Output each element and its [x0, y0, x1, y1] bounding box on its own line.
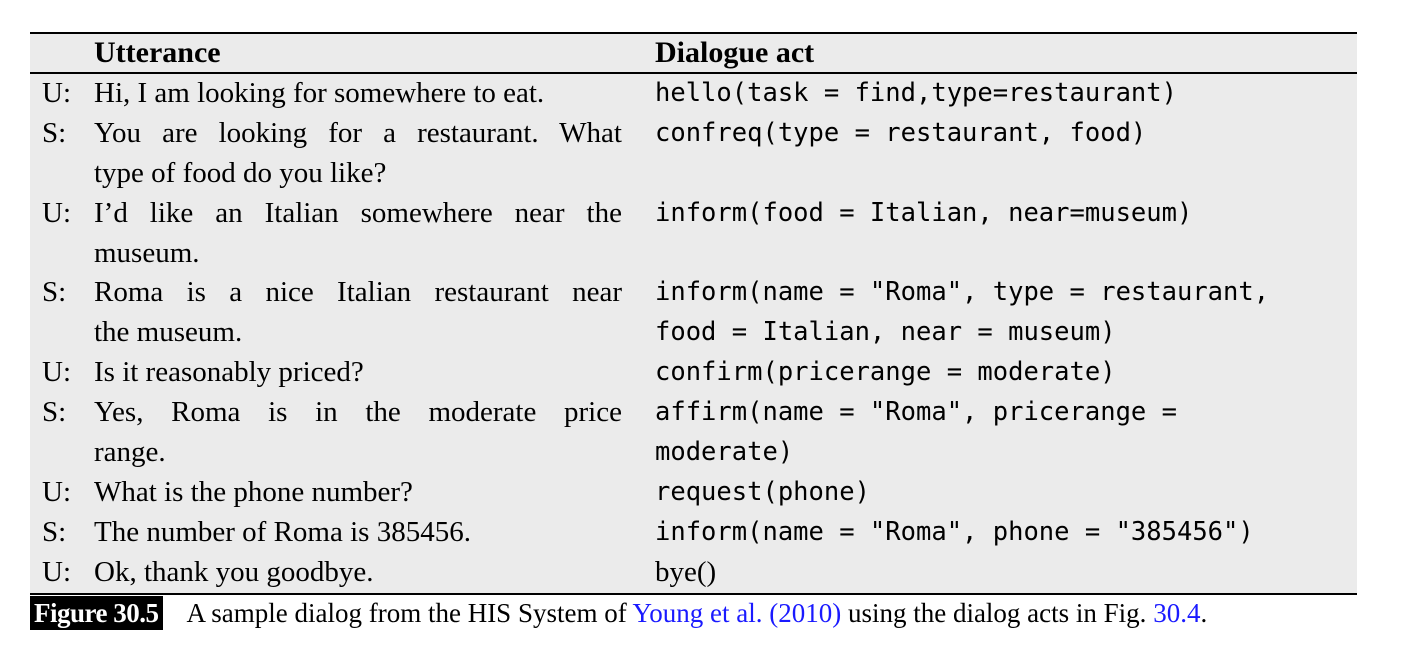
speaker-label: S: [42, 117, 67, 149]
act-line: moderate) [655, 437, 794, 467]
act-line: inform(name = "Roma", phone = "385456") [655, 517, 1254, 547]
dialogue-act-text: bye() [655, 552, 1355, 592]
utterance-line: The number of Roma is 385456. [94, 516, 471, 548]
act-line: confreq(type = restaurant, food) [655, 118, 1147, 148]
caption-text-after: . [1200, 598, 1208, 628]
utterance-line: Roma is a nice Italian restaurant near [94, 276, 622, 308]
speaker-label: U: [42, 556, 71, 588]
utterance-text: Ok, thank you goodbye. [94, 552, 622, 592]
table-top-rule [30, 32, 1357, 34]
speaker-label: U: [42, 197, 71, 229]
act-line: inform(food = Italian, near=museum) [655, 198, 1193, 228]
dialogue-act-text: inform(name = "Roma", type = restaurant,… [655, 272, 1355, 352]
utterance-text: The number of Roma is 385456. [94, 512, 622, 552]
act-line: food = Italian, near = museum) [655, 317, 1116, 347]
utterance-line: Yes, Roma is in the moderate price [94, 396, 622, 428]
act-line: request(phone) [655, 477, 870, 507]
speaker-label: U: [42, 356, 71, 388]
utterance-text: I’d like an Italian somewhere near the m… [94, 193, 622, 273]
utterance-line: museum. [94, 237, 200, 269]
dialogue-act-text: affirm(name = "Roma", pricerange = moder… [655, 392, 1355, 472]
utterance-text: What is the phone number? [94, 472, 622, 512]
dialogue-act-text: inform(name = "Roma", phone = "385456") [655, 512, 1355, 552]
speaker-label: S: [42, 516, 67, 548]
act-line: inform(name = "Roma", type = restaurant, [655, 277, 1270, 307]
utterance-line: Ok, thank you goodbye. [94, 556, 374, 588]
header-dialogue-act: Dialogue act [655, 36, 815, 69]
utterance-line: the museum. [94, 316, 243, 348]
utterance-line: Hi, I am looking for somewhere to eat. [94, 77, 545, 109]
dialogue-act-text: confirm(pricerange = moderate) [655, 352, 1355, 392]
act-line: hello(task = find,type=restaurant) [655, 78, 1177, 108]
dialog-table: Utterance Dialogue act U: Hi, I am looki… [30, 32, 1357, 595]
utterance-text: Hi, I am looking for somewhere to eat. [94, 73, 622, 113]
act-line: confirm(pricerange = moderate) [655, 357, 1116, 387]
utterance-text: You are looking for a restaurant. What t… [94, 113, 622, 193]
utterance-text: Roma is a nice Italian restaurant near t… [94, 272, 622, 352]
speaker-label: S: [42, 396, 67, 428]
caption-text-before: A sample dialog from the HIS System of [186, 598, 633, 628]
utterance-line: Is it reasonably priced? [94, 356, 364, 388]
utterance-line: What is the phone number? [94, 476, 413, 508]
speaker-label: S: [42, 276, 67, 308]
utterance-line: You are looking for a restaurant. What [94, 117, 622, 149]
figure-caption: Figure 30.5 A sample dialog from the HIS … [30, 596, 1390, 630]
utterance-line: range. [94, 436, 166, 468]
dialogue-act-text: hello(task = find,type=restaurant) [655, 73, 1355, 113]
figure-ref-link[interactable]: 30.4 [1153, 598, 1201, 628]
utterance-text: Is it reasonably priced? [94, 352, 622, 392]
caption-text-middle: using the dialog acts in Fig. [841, 598, 1154, 628]
speaker-label: U: [42, 77, 71, 109]
utterance-line: I’d like an Italian somewhere near the [94, 197, 622, 229]
header-utterance: Utterance [94, 36, 221, 69]
figure-label: Figure 30.5 [30, 596, 163, 630]
act-line: affirm(name = "Roma", pricerange = [655, 397, 1177, 427]
citation-link[interactable]: Young et al. (2010) [632, 598, 842, 628]
dialogue-act-text: confreq(type = restaurant, food) [655, 113, 1355, 153]
table-header-rule [30, 72, 1357, 74]
utterance-text: Yes, Roma is in the moderate price range… [94, 392, 622, 472]
dialogue-act-text: request(phone) [655, 472, 1355, 512]
dialogue-act-text: inform(food = Italian, near=museum) [655, 193, 1355, 233]
act-line: bye() [655, 556, 717, 588]
table-bottom-rule [30, 593, 1357, 595]
utterance-line: type of food do you like? [94, 157, 387, 189]
speaker-label: U: [42, 476, 71, 508]
